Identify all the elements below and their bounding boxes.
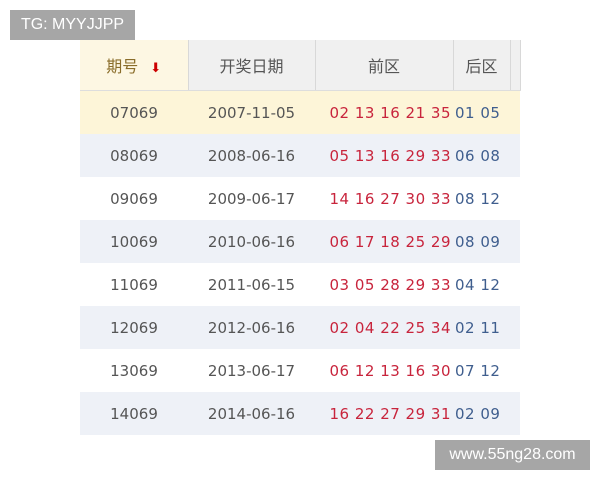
issue-cell: 08069: [80, 134, 188, 177]
date-cell: 2014-06-16: [188, 392, 315, 435]
table-header: 期号 ⬇ 开奖日期 前区 后区: [80, 40, 521, 91]
front-numbers-cell: 02 13 16 21 35: [315, 90, 453, 134]
date-cell: 2007-11-05: [188, 90, 315, 134]
front-numbers-cell: 02 04 22 25 34: [315, 306, 453, 349]
column-header-back[interactable]: 后区: [453, 40, 511, 91]
front-numbers-cell: 14 16 27 30 33: [315, 177, 453, 220]
issue-cell: 14069: [80, 392, 188, 435]
issue-label: 期号: [106, 57, 139, 76]
back-numbers-cell: 08 09: [453, 220, 520, 263]
back-numbers-cell: 02 09: [453, 392, 520, 435]
front-numbers-cell: 16 22 27 29 31: [315, 392, 453, 435]
watermark-bottom: www.55ng28.com: [435, 440, 590, 470]
watermark-top: TG: MYYJJPP: [10, 10, 135, 40]
issue-cell: 07069: [80, 90, 188, 134]
front-numbers-cell: 06 12 13 16 30: [315, 349, 453, 392]
table-row: 08069 2008-06-16 05 13 16 29 33 06 08: [80, 134, 520, 177]
issue-cell: 09069: [80, 177, 188, 220]
date-cell: 2008-06-16: [188, 134, 315, 177]
table-row: 10069 2010-06-16 06 17 18 25 29 08 09: [80, 220, 520, 263]
column-header-extra: [510, 40, 521, 91]
back-numbers-cell: 06 08: [453, 134, 520, 177]
table-row: 07069 2007-11-05 02 13 16 21 35 01 05: [80, 90, 520, 134]
column-header-issue[interactable]: 期号 ⬇: [80, 40, 189, 91]
table-row: 09069 2009-06-17 14 16 27 30 33 08 12: [80, 177, 520, 220]
back-numbers-cell: 02 11: [453, 306, 520, 349]
lottery-results-table: 期号 ⬇ 开奖日期 前区 后区 07069 2007-11-05 02 13 16…: [80, 40, 521, 435]
column-header-front[interactable]: 前区: [315, 40, 454, 91]
table-row: 12069 2012-06-16 02 04 22 25 34 02 11: [80, 306, 520, 349]
date-cell: 2012-06-16: [188, 306, 315, 349]
table-row: 13069 2013-06-17 06 12 13 16 30 07 12: [80, 349, 520, 392]
arrow-down-icon: ⬇: [150, 61, 162, 76]
column-header-date[interactable]: 开奖日期: [188, 40, 316, 91]
issue-cell: 13069: [80, 349, 188, 392]
back-numbers-cell: 01 05: [453, 90, 520, 134]
back-numbers-cell: 07 12: [453, 349, 520, 392]
issue-cell: 10069: [80, 220, 188, 263]
back-numbers-cell: 04 12: [453, 263, 520, 306]
front-numbers-cell: 03 05 28 29 33: [315, 263, 453, 306]
date-cell: 2011-06-15: [188, 263, 315, 306]
issue-cell: 11069: [80, 263, 188, 306]
date-cell: 2009-06-17: [188, 177, 315, 220]
issue-cell: 12069: [80, 306, 188, 349]
front-numbers-cell: 05 13 16 29 33: [315, 134, 453, 177]
front-numbers-cell: 06 17 18 25 29: [315, 220, 453, 263]
table-row: 14069 2014-06-16 16 22 27 29 31 02 09: [80, 392, 520, 435]
date-cell: 2013-06-17: [188, 349, 315, 392]
date-cell: 2010-06-16: [188, 220, 315, 263]
back-numbers-cell: 08 12: [453, 177, 520, 220]
table-row: 11069 2011-06-15 03 05 28 29 33 04 12: [80, 263, 520, 306]
